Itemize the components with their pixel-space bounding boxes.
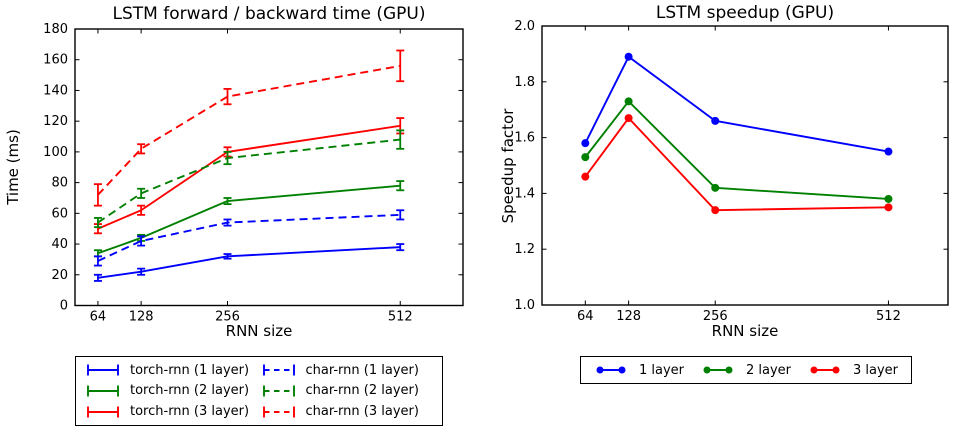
svg-text:20: 20 <box>51 268 68 283</box>
svg-text:0: 0 <box>60 299 68 314</box>
legend-item-char-rnn-2-layer: char-rnn (2 layer) <box>261 383 437 399</box>
svg-text:100: 100 <box>43 145 68 160</box>
legend-label: 1 layer <box>639 362 685 378</box>
errorbar-dashed-glyph <box>261 383 297 399</box>
time-chart-title: LSTM forward / backward time (GPU) <box>112 4 426 24</box>
time-chart-ylabel: Time (ms) <box>4 129 22 205</box>
svg-text:60: 60 <box>51 206 68 221</box>
svg-text:2.0: 2.0 <box>514 19 535 34</box>
svg-text:64: 64 <box>577 309 594 324</box>
speedup-chart-legend: 1 layer 2 layer 3 layer <box>580 356 912 384</box>
svg-text:512: 512 <box>876 309 901 324</box>
svg-text:1.4: 1.4 <box>514 186 535 201</box>
legend-label: char-rnn (3 layer) <box>305 404 419 420</box>
legend-item-char-rnn-1-layer: char-rnn (1 layer) <box>261 362 437 378</box>
svg-text:128: 128 <box>616 309 641 324</box>
legend-item-torch-rnn-1-layer: torch-rnn (1 layer) <box>85 362 261 378</box>
svg-text:80: 80 <box>51 176 68 191</box>
line-dot-glyph <box>594 362 630 378</box>
legend-item-torch-rnn-3-layer: torch-rnn (3 layer) <box>85 404 261 420</box>
svg-text:140: 140 <box>43 83 68 98</box>
svg-text:180: 180 <box>43 22 68 37</box>
legend-label: 3 layer <box>852 362 898 378</box>
legend-label: char-rnn (2 layer) <box>305 383 419 399</box>
time-chart-legend: torch-rnn (1 layer) torch-rnn (2 layer) … <box>75 356 443 426</box>
errorbar-solid-glyph <box>85 404 121 420</box>
svg-text:1.0: 1.0 <box>514 298 535 313</box>
legend-item-char-rnn-3-layer: char-rnn (3 layer) <box>261 404 437 420</box>
line-dot-glyph <box>808 362 844 378</box>
speedup-chart-title: LSTM speedup (GPU) <box>655 3 835 23</box>
legend-label: torch-rnn (1 layer) <box>130 362 250 378</box>
legend-item-2-layer: 2 layer <box>701 362 791 378</box>
svg-text:256: 256 <box>703 309 728 324</box>
legend-label: torch-rnn (3 layer) <box>130 404 250 420</box>
errorbar-solid-glyph <box>85 362 121 378</box>
errorbar-solid-glyph <box>85 383 121 399</box>
svg-text:128: 128 <box>129 310 154 325</box>
svg-text:1.6: 1.6 <box>514 131 535 146</box>
svg-text:1.2: 1.2 <box>514 242 535 257</box>
speedup-chart-xlabel: RNN size <box>711 322 779 340</box>
time-chart-xlabel: RNN size <box>225 322 293 340</box>
legend-label: char-rnn (1 layer) <box>305 362 419 378</box>
errorbar-dashed-glyph <box>261 404 297 420</box>
legend-item-3-layer: 3 layer <box>808 362 898 378</box>
legend-item-1-layer: 1 layer <box>594 362 684 378</box>
svg-text:1.8: 1.8 <box>514 75 535 90</box>
errorbar-dashed-glyph <box>261 362 297 378</box>
svg-text:256: 256 <box>215 310 240 325</box>
legend-item-torch-rnn-2-layer: torch-rnn (2 layer) <box>85 383 261 399</box>
svg-text:40: 40 <box>51 237 68 252</box>
svg-text:160: 160 <box>43 53 68 68</box>
legend-label: 2 layer <box>745 362 792 378</box>
speedup-chart-ylabel: Speedup factor <box>499 108 517 224</box>
svg-text:512: 512 <box>388 310 413 325</box>
svg-text:120: 120 <box>43 114 68 129</box>
svg-text:64: 64 <box>90 310 107 325</box>
legend-label: torch-rnn (2 layer) <box>130 383 250 399</box>
line-dot-glyph <box>701 362 737 378</box>
